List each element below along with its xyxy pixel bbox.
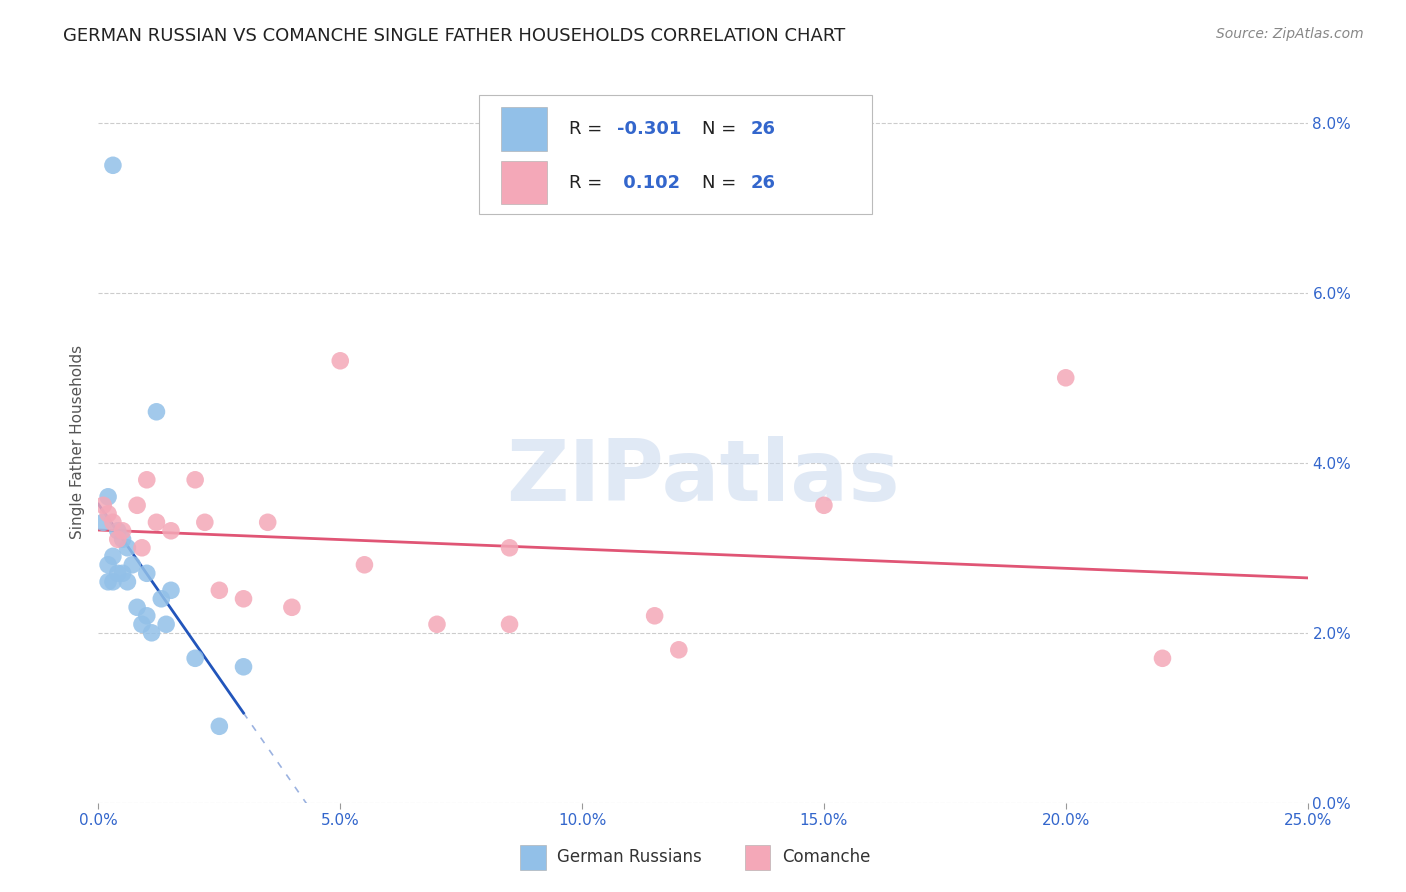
Text: 26: 26 bbox=[751, 120, 775, 138]
Point bbox=[117, 541, 139, 555]
Point bbox=[208, 583, 231, 598]
Point bbox=[184, 651, 207, 665]
Point bbox=[184, 473, 207, 487]
Point bbox=[329, 353, 352, 368]
Point bbox=[1054, 371, 1077, 385]
Point bbox=[97, 490, 120, 504]
Text: German Russians: German Russians bbox=[557, 848, 702, 866]
Point bbox=[91, 498, 114, 512]
Point bbox=[1152, 651, 1174, 665]
Point bbox=[232, 660, 254, 674]
Point bbox=[194, 516, 217, 530]
Point bbox=[131, 617, 153, 632]
Point bbox=[101, 549, 124, 564]
Bar bbox=[501, 107, 547, 151]
Point bbox=[813, 498, 835, 512]
Point bbox=[107, 524, 129, 538]
Point bbox=[208, 719, 231, 733]
Point bbox=[131, 541, 153, 555]
Text: 0.102: 0.102 bbox=[617, 174, 681, 192]
Point bbox=[256, 516, 278, 530]
Point bbox=[135, 566, 157, 581]
Point bbox=[121, 558, 143, 572]
Text: N =: N = bbox=[702, 174, 742, 192]
Text: Source: ZipAtlas.com: Source: ZipAtlas.com bbox=[1216, 27, 1364, 41]
Point bbox=[155, 617, 177, 632]
Text: R =: R = bbox=[569, 174, 607, 192]
Point bbox=[97, 574, 120, 589]
Point bbox=[145, 405, 167, 419]
Point bbox=[160, 583, 183, 598]
Text: GERMAN RUSSIAN VS COMANCHE SINGLE FATHER HOUSEHOLDS CORRELATION CHART: GERMAN RUSSIAN VS COMANCHE SINGLE FATHER… bbox=[63, 27, 845, 45]
Point bbox=[232, 591, 254, 606]
Point bbox=[426, 617, 449, 632]
Point bbox=[127, 498, 149, 512]
FancyBboxPatch shape bbox=[479, 95, 872, 214]
Point bbox=[141, 625, 163, 640]
Point bbox=[668, 642, 690, 657]
Point bbox=[150, 591, 173, 606]
Point bbox=[97, 558, 120, 572]
Point bbox=[127, 600, 149, 615]
Text: R =: R = bbox=[569, 120, 607, 138]
Point bbox=[160, 524, 183, 538]
Point bbox=[117, 574, 139, 589]
Point bbox=[101, 158, 124, 172]
Point bbox=[498, 617, 520, 632]
Y-axis label: Single Father Households: Single Father Households bbox=[70, 344, 86, 539]
Point bbox=[101, 516, 124, 530]
Point bbox=[111, 533, 134, 547]
Text: -0.301: -0.301 bbox=[617, 120, 682, 138]
Bar bbox=[501, 161, 547, 204]
Point bbox=[91, 516, 114, 530]
Point bbox=[111, 566, 134, 581]
Point bbox=[281, 600, 304, 615]
Point bbox=[111, 524, 134, 538]
Point bbox=[498, 541, 520, 555]
Text: ZIPatlas: ZIPatlas bbox=[506, 436, 900, 519]
Text: 26: 26 bbox=[751, 174, 775, 192]
Point bbox=[135, 473, 157, 487]
Point bbox=[101, 574, 124, 589]
Point bbox=[145, 516, 167, 530]
Text: Comanche: Comanche bbox=[782, 848, 870, 866]
Point bbox=[107, 566, 129, 581]
Point bbox=[107, 533, 129, 547]
Point bbox=[97, 507, 120, 521]
Text: N =: N = bbox=[702, 120, 742, 138]
Point bbox=[135, 608, 157, 623]
Point bbox=[644, 608, 666, 623]
Point bbox=[353, 558, 375, 572]
